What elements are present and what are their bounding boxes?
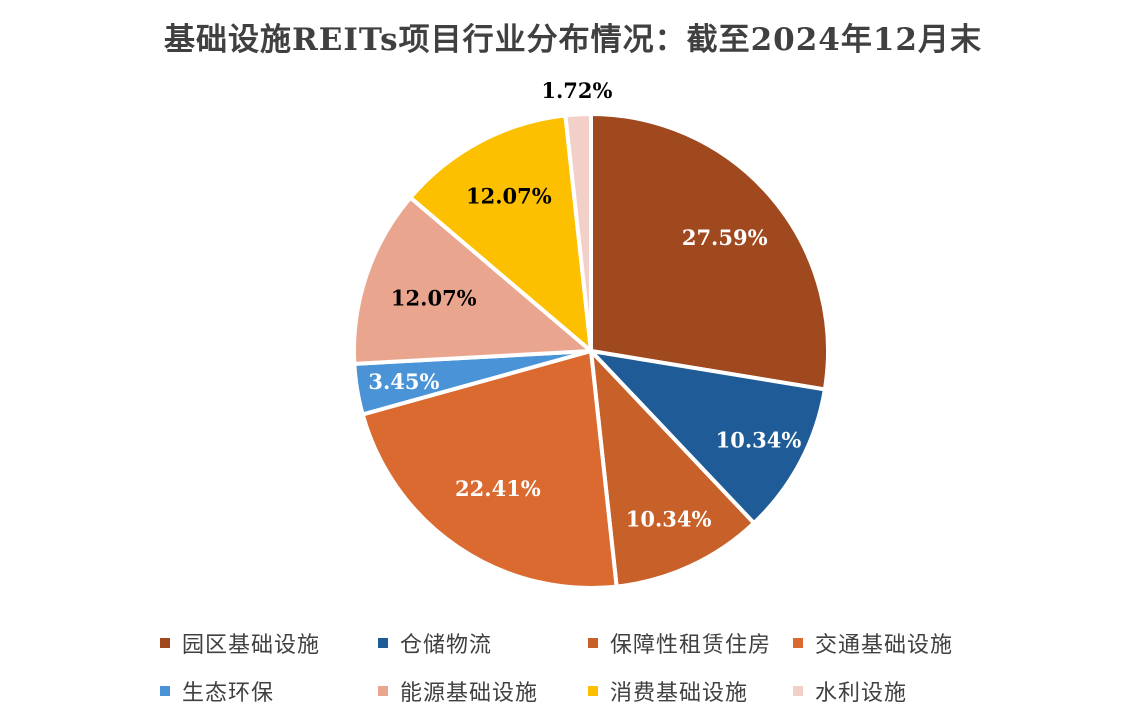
pie-slice-7: [408, 113, 593, 353]
legend-swatch: [160, 638, 170, 648]
legend-swatch: [588, 686, 598, 696]
legend-swatch: [160, 686, 170, 696]
pie-slice-6: [352, 195, 593, 366]
legend-item-3: 保障性租赁住房: [588, 628, 793, 658]
legend-label: 交通基础设施: [815, 633, 954, 658]
pie-slice-1: [589, 112, 830, 392]
legend: 园区基础设施 仓储物流 保障性租赁住房 交通基础设施生态环保 能源基础设施 消费基础设施 水…: [160, 628, 1060, 706]
legend-label: 能源基础设施: [400, 681, 539, 706]
legend-item-6: 能源基础设施: [378, 676, 588, 706]
legend-label: 仓储物流: [400, 633, 493, 658]
legend-item-1: 园区基础设施: [160, 628, 378, 658]
data-label-2: 10.34%: [716, 427, 802, 452]
legend-swatch: [793, 686, 803, 696]
data-label-4: 22.41%: [455, 476, 541, 501]
legend-label: 消费基础设施: [610, 681, 749, 706]
chart-title: 基础设施REITs项目行业分布情况：截至2024年12月末: [164, 22, 982, 58]
data-label-8: 1.72%: [541, 78, 612, 103]
pie-slice-3: [589, 349, 756, 589]
legend-label: 园区基础设施: [182, 633, 321, 658]
legend-swatch: [378, 686, 388, 696]
legend-swatch: [378, 638, 388, 648]
legend-item-2: 仓储物流: [378, 628, 588, 658]
pie-slices: [352, 112, 830, 590]
pie-chart: 27.59% 10.34% 10.34% 22.41% 3.45% 12.07% 12.07…: [352, 78, 830, 590]
legend-swatch: [793, 638, 803, 648]
pie-slice-4: [360, 349, 619, 590]
legend-item-4: 交通基础设施: [793, 628, 1033, 658]
legend-item-7: 消费基础设施: [588, 676, 793, 706]
legend-item-5: 生态环保: [160, 676, 378, 706]
legend-label: 生态环保: [182, 681, 275, 706]
legend-label: 保障性租赁住房: [610, 633, 772, 658]
legend-item-8: 水利设施: [793, 676, 1033, 706]
data-label-6: 12.07%: [391, 286, 477, 311]
pie-data-labels: 27.59% 10.34% 10.34% 22.41% 3.45% 12.07% 12.07…: [368, 78, 801, 531]
pie-slice-8: [563, 112, 593, 353]
data-label-1: 27.59%: [682, 225, 768, 250]
legend-swatch: [588, 638, 598, 648]
data-label-5: 3.45%: [368, 369, 439, 394]
legend-label: 水利设施: [815, 681, 908, 706]
pie-slice-2: [589, 349, 827, 526]
data-label-3: 10.34%: [626, 506, 712, 531]
data-label-7: 12.07%: [466, 184, 552, 209]
